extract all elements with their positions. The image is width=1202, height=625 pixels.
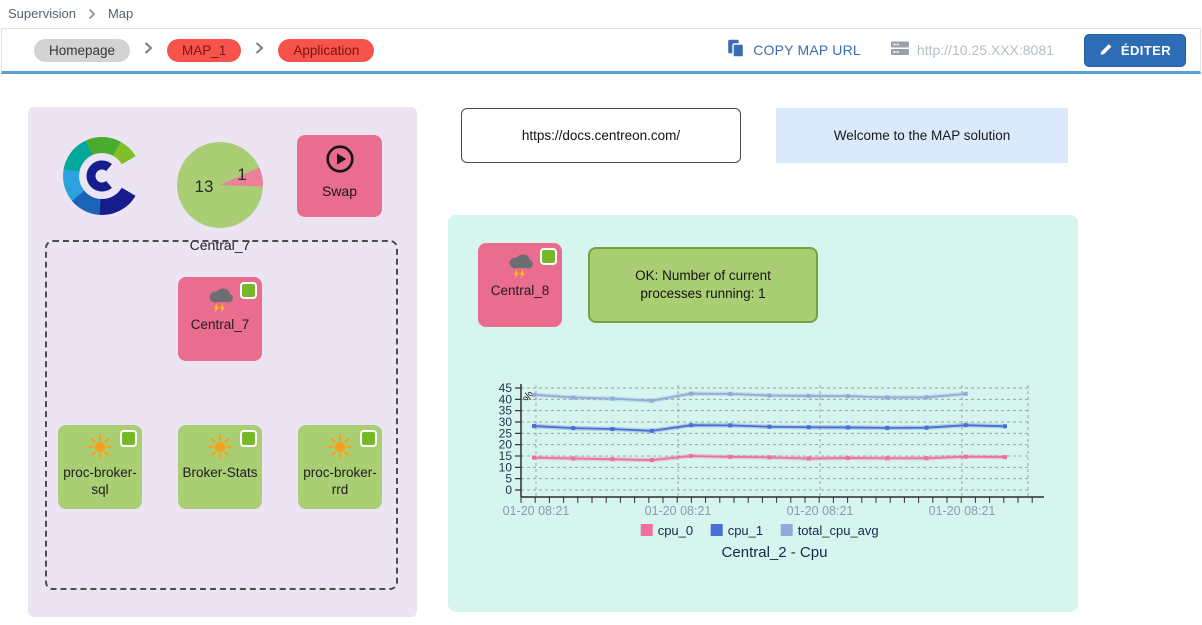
node-group-outline	[45, 240, 398, 590]
server-url-text: http://10.25.XXX:8081	[916, 42, 1054, 58]
status-output-text: OK: Number of current processes running:…	[635, 267, 771, 301]
pie-value-minor: 1	[237, 165, 246, 184]
map-canvas-left-panel: 13 1 Central_7 Swap	[28, 107, 417, 617]
welcome-box: Welcome to the MAP solution	[776, 108, 1068, 163]
pie-value-major: 13	[195, 177, 214, 196]
pencil-icon	[1099, 42, 1113, 59]
play-icon	[325, 144, 355, 176]
map-breadcrumb-homepage[interactable]: Homepage	[34, 38, 131, 62]
svg-text:total_cpu_avg: total_cpu_avg	[798, 523, 879, 538]
chevron-right-icon	[255, 41, 264, 60]
chevron-right-icon	[144, 41, 153, 60]
status-badge-ok	[120, 430, 137, 447]
status-badge-ok	[240, 430, 257, 447]
svg-text:cpu_1: cpu_1	[728, 523, 763, 538]
svg-text:01-20 08:21: 01-20 08:21	[645, 504, 712, 518]
node-central-8[interactable]: Central_8	[478, 243, 562, 327]
copy-icon	[727, 39, 745, 61]
welcome-text: Welcome to the MAP solution	[833, 128, 1011, 143]
svg-text:0: 0	[505, 483, 512, 497]
storm-cloud-icon	[205, 282, 235, 316]
node-proc-broker-rrd[interactable]: proc-broker-rrd	[298, 425, 382, 509]
svg-text:20: 20	[499, 438, 513, 452]
map-canvas-teal-panel: Central_8 OK: Number of current processe…	[448, 215, 1078, 612]
sun-icon	[207, 430, 233, 464]
breadcrumb-map[interactable]: Map	[107, 6, 134, 21]
edit-button[interactable]: ÉDITER	[1083, 33, 1186, 67]
server-url: http://10.25.XXX:8081	[890, 41, 1054, 59]
centreon-logo	[63, 137, 141, 215]
node-label: Swap	[321, 183, 358, 199]
node-label: proc-broker-rrd	[303, 465, 377, 497]
sun-icon	[87, 430, 113, 464]
map-breadcrumb-map1[interactable]: MAP_1	[167, 38, 242, 62]
storm-cloud-icon	[505, 248, 535, 282]
svg-text:01-20 08:21: 01-20 08:21	[929, 504, 996, 518]
svg-text:Central_2 - Cpu: Central_2 - Cpu	[722, 544, 828, 561]
breadcrumb-supervision[interactable]: Supervision	[8, 6, 76, 21]
breadcrumb: Supervision Map	[0, 0, 1202, 27]
status-badge-ok	[540, 248, 557, 265]
pie-chart: 13 1	[177, 142, 263, 228]
pie-node-central-7[interactable]: 13 1 Central_7	[175, 140, 265, 253]
svg-text:30: 30	[499, 415, 513, 429]
map-toolbar: Homepage MAP_1 Application COPY MAP URL	[1, 28, 1201, 74]
svg-text:10: 10	[499, 460, 513, 474]
svg-text:25: 25	[499, 426, 513, 440]
node-label: Central_7	[190, 317, 250, 332]
svg-text:5: 5	[505, 472, 512, 486]
toolbar-actions: COPY MAP URL http://10.25.XXX:8081 ÉDITE…	[727, 33, 1186, 67]
svg-text:15: 15	[499, 449, 513, 463]
svg-text:cpu_0: cpu_0	[658, 523, 693, 538]
svg-text:01-20 08:21: 01-20 08:21	[787, 504, 854, 518]
status-badge-ok	[360, 430, 377, 447]
copy-map-url-button[interactable]: COPY MAP URL	[727, 39, 861, 61]
svg-text:35: 35	[499, 404, 513, 418]
chevron-right-icon	[88, 8, 96, 20]
node-proc-broker-sql[interactable]: proc-broker-sql	[58, 425, 142, 509]
node-label: Broker-Stats	[182, 465, 258, 480]
status-badge-ok	[240, 282, 257, 299]
sun-icon	[327, 430, 353, 464]
docs-url-box[interactable]: https://docs.centreon.com/	[461, 108, 741, 163]
copy-map-url-label: COPY MAP URL	[753, 42, 861, 58]
node-label: proc-broker-sql	[63, 465, 137, 497]
status-output-box: OK: Number of current processes running:…	[588, 247, 818, 323]
node-central-7[interactable]: Central_7	[178, 277, 262, 361]
svg-text:40: 40	[499, 392, 513, 406]
svg-text:45: 45	[499, 381, 513, 395]
server-icon	[890, 41, 909, 59]
map-breadcrumb-application[interactable]: Application	[278, 38, 375, 62]
svg-text:01-20 08:21: 01-20 08:21	[503, 504, 570, 518]
map-breadcrumb: Homepage MAP_1 Application	[34, 38, 375, 62]
node-swap[interactable]: Swap	[297, 135, 382, 217]
docs-url-text: https://docs.centreon.com/	[521, 128, 681, 143]
centreon-logo-c	[86, 160, 112, 192]
node-broker-stats[interactable]: Broker-Stats	[178, 425, 262, 509]
node-label: Central_8	[490, 283, 550, 298]
edit-button-label: ÉDITER	[1120, 42, 1171, 58]
